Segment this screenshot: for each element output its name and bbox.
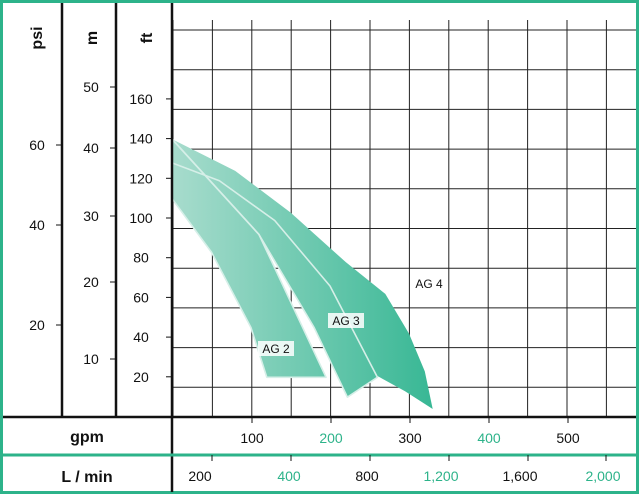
- psi-tick-label: 40: [29, 217, 45, 233]
- psi-axis-title: psi: [29, 26, 46, 49]
- m-tick-label: 20: [83, 274, 99, 290]
- gpm-tick-label: 200: [319, 430, 343, 446]
- axes-layer: [3, 3, 636, 492]
- psi-tick-label: 20: [29, 317, 45, 333]
- lmin-tick-label: 200: [188, 468, 212, 484]
- lmin-tick-label: 2,000: [585, 468, 620, 484]
- m-tick-label: 50: [83, 79, 99, 95]
- ft-tick-label: 40: [133, 329, 149, 345]
- gpm-tick-label: 500: [556, 430, 580, 446]
- lmin-tick-label: 800: [355, 468, 379, 484]
- gpm-axis-title: gpm: [70, 429, 104, 446]
- lmin-tick-label: 1,200: [423, 468, 458, 484]
- ft-axis-title: ft: [139, 32, 156, 43]
- curve-boundary: [171, 138, 379, 398]
- series-label: AG 4: [415, 277, 443, 291]
- series-label-bg: [328, 313, 364, 328]
- lmin-tick-label: 1,600: [502, 468, 537, 484]
- series-label-bg: [411, 276, 447, 291]
- labels-layer: psi m ft 20 40 60 10 20 30 40 50 20 40 60 80 100 120 140 1…: [29, 26, 621, 486]
- series-label: AG 2: [262, 342, 290, 356]
- m-axis-title: m: [84, 31, 101, 45]
- curve-area: [172, 139, 327, 378]
- gpm-tick-label: 100: [240, 430, 264, 446]
- ft-tick-label: 160: [129, 91, 153, 107]
- m-tick-label: 40: [83, 140, 99, 156]
- ft-tick-label: 80: [133, 250, 149, 266]
- lmin-tick-label: 400: [277, 468, 301, 484]
- ft-tick-label: 100: [129, 210, 153, 226]
- ft-tick-label: 60: [133, 289, 149, 305]
- m-tick-label: 30: [83, 208, 99, 224]
- series-label: AG 3: [332, 314, 360, 328]
- psi-tick-label: 60: [29, 137, 45, 153]
- gpm-tick-label: 400: [477, 430, 501, 446]
- lmin-axis-title: L / min: [61, 469, 112, 486]
- curves-layer: [171, 138, 433, 410]
- curve-area: [172, 139, 433, 410]
- series-label-bg: [258, 341, 294, 356]
- ft-tick-label: 140: [129, 131, 153, 147]
- ft-tick-label: 20: [133, 369, 149, 385]
- ft-tick-label: 120: [129, 170, 153, 186]
- m-tick-label: 10: [83, 351, 99, 367]
- gpm-tick-label: 300: [398, 430, 422, 446]
